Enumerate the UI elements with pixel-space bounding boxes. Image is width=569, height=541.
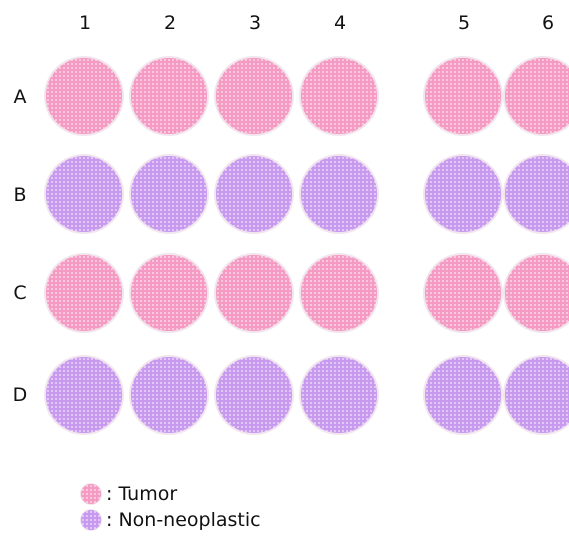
non-neoplastic-swatch-icon: [80, 509, 102, 531]
well-c1: [44, 253, 124, 333]
well-d4: [299, 355, 379, 435]
tumor-swatch-icon: [80, 483, 102, 505]
well-c2: [129, 253, 209, 333]
well-b1: [44, 154, 124, 234]
well-b2: [129, 154, 209, 234]
column-label-5: 5: [457, 12, 471, 34]
row-label-a: A: [13, 86, 27, 108]
well-d5: [423, 355, 503, 435]
legend-label-tumor: : Tumor: [106, 483, 178, 505]
well-c5: [423, 253, 503, 333]
well-b4: [299, 154, 379, 234]
well-d1: [44, 355, 124, 435]
legend-item-non-neoplastic: : Non-neoplastic: [80, 507, 380, 533]
well-a1: [44, 56, 124, 136]
column-label-1: 1: [78, 12, 92, 34]
legend-label-non-neoplastic: : Non-neoplastic: [106, 509, 261, 531]
legend: : Tumor : Non-neoplastic: [80, 481, 380, 533]
row-label-d: D: [12, 384, 28, 406]
well-a6: [503, 56, 569, 136]
well-b3: [214, 154, 294, 234]
column-label-6: 6: [541, 12, 555, 34]
well-c4: [299, 253, 379, 333]
well-a3: [214, 56, 294, 136]
well-d6: [503, 355, 569, 435]
well-a5: [423, 56, 503, 136]
well-c3: [214, 253, 294, 333]
well-b6: [503, 154, 569, 234]
column-label-3: 3: [248, 12, 262, 34]
row-label-b: B: [13, 184, 27, 206]
well-a2: [129, 56, 209, 136]
well-a4: [299, 56, 379, 136]
well-d3: [214, 355, 294, 435]
legend-item-tumor: : Tumor: [80, 481, 380, 507]
well-c6: [503, 253, 569, 333]
column-label-4: 4: [333, 12, 347, 34]
well-d2: [129, 355, 209, 435]
row-label-c: C: [13, 282, 27, 304]
well-b5: [423, 154, 503, 234]
column-label-2: 2: [163, 12, 177, 34]
